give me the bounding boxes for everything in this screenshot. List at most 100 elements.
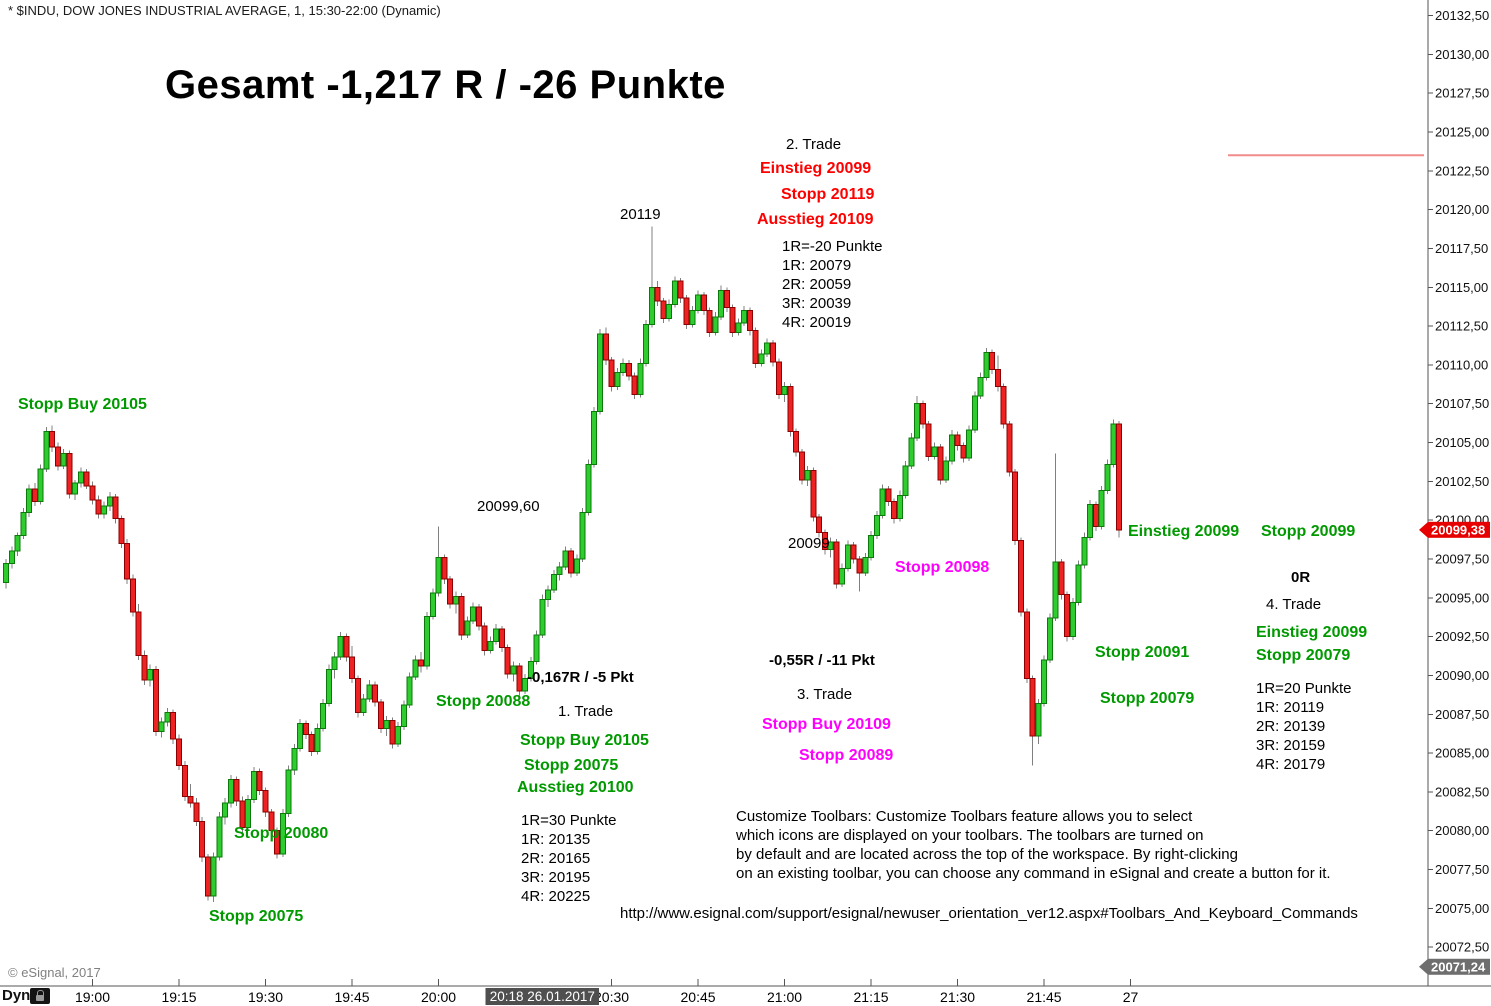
trade1-title: 1. Trade <box>558 703 614 720</box>
price-tags: 20099,38 20071,24 <box>1419 521 1490 975</box>
svg-text:20075,00: 20075,00 <box>1435 901 1489 916</box>
trade2-title: 2. Trade <box>786 136 842 153</box>
high-label-20119: 20119 <box>620 206 661 223</box>
trade1-3r: 3R: 20195 <box>521 869 591 886</box>
trade4-1r: 1R: 20119 <box>1256 699 1325 716</box>
trade2-1r: 1R: 20079 <box>782 257 852 274</box>
svg-text:20:18 26.01.2017: 20:18 26.01.2017 <box>490 989 595 1004</box>
trade2-einstieg: Einstieg 20099 <box>760 160 872 177</box>
svg-text:20102,50: 20102,50 <box>1435 474 1489 489</box>
svg-text:20110,00: 20110,00 <box>1435 357 1488 372</box>
trade1-r-def: 1R=30 Punkte <box>521 812 617 829</box>
trade4-result: 0R <box>1291 569 1311 586</box>
trade1-4r: 4R: 20225 <box>521 888 591 905</box>
stopp-buy-20105-left: Stopp Buy 20105 <box>18 396 147 413</box>
stopp-20075: Stopp 20075 <box>209 908 304 925</box>
svg-text:20112,50: 20112,50 <box>1435 319 1488 334</box>
price-label-20099-60: 20099,60 <box>477 498 540 515</box>
trade4-title: 4. Trade <box>1266 596 1322 613</box>
trade4-einstieg-top: Einstieg 20099 <box>1128 523 1240 540</box>
symbol-title: * $INDU, DOW JONES INDUSTRIAL AVERAGE, 1… <box>8 3 441 18</box>
trade4-einstieg: Einstieg 20099 <box>1256 624 1368 641</box>
svg-text:20:30: 20:30 <box>594 989 629 1005</box>
stopp-20080: Stopp 20080 <box>234 825 329 842</box>
stopp-20079: Stopp 20079 <box>1100 690 1195 707</box>
trade4-stopp: Stopp 20079 <box>1256 647 1351 664</box>
lock-icon[interactable] <box>30 988 50 1004</box>
stopp-20098: Stopp 20098 <box>895 559 990 576</box>
lock-body <box>36 995 44 1001</box>
trade2-stopp: Stopp 20119 <box>781 186 875 203</box>
svg-text:20132,50: 20132,50 <box>1435 8 1489 23</box>
toolbars-help-line4: on an existing toolbar, you can choose a… <box>736 865 1331 882</box>
svg-text:20125,00: 20125,00 <box>1435 124 1489 139</box>
time-axis[interactable]: 19:00 19:15 19:30 19:45 20:00 20:30 20:45 21:00… <box>0 979 1491 1005</box>
trade1-1r: 1R: 20135 <box>521 831 591 848</box>
svg-text:21:45: 21:45 <box>1027 989 1062 1005</box>
trade2-ausstieg: Ausstieg 20109 <box>757 211 874 228</box>
svg-text:20107,50: 20107,50 <box>1435 396 1489 411</box>
svg-text:20:45: 20:45 <box>681 989 716 1005</box>
toolbars-help-line2: which icons are displayed on your toolba… <box>736 827 1204 844</box>
candles-layer <box>3 226 1123 903</box>
trade2-3r: 3R: 20039 <box>782 295 852 312</box>
svg-text:20082,50: 20082,50 <box>1435 784 1489 799</box>
svg-text:20099,38: 20099,38 <box>1431 522 1485 537</box>
svg-text:20117,50: 20117,50 <box>1435 241 1488 256</box>
dyn-button[interactable]: Dyn <box>2 987 31 1004</box>
trade3-title: 3. Trade <box>797 686 853 703</box>
svg-text:21:00: 21:00 <box>767 989 802 1005</box>
svg-text:20071,24: 20071,24 <box>1431 959 1486 974</box>
svg-text:20090,00: 20090,00 <box>1435 668 1489 683</box>
svg-text:20115,00: 20115,00 <box>1435 280 1488 295</box>
svg-text:20097,50: 20097,50 <box>1435 552 1489 567</box>
svg-text:20:00: 20:00 <box>421 989 456 1005</box>
svg-text:20095,00: 20095,00 <box>1435 590 1489 605</box>
trade1-result: -0,167R / -5 Pkt <box>527 669 634 686</box>
trade2-2r: 2R: 20059 <box>782 276 852 293</box>
trade4-4r: 4R: 20179 <box>1256 756 1326 773</box>
svg-text:19:45: 19:45 <box>334 989 369 1005</box>
lock-shackle <box>37 990 44 996</box>
svg-text:20080,00: 20080,00 <box>1435 823 1489 838</box>
price-axis[interactable]: 20132,50 20130,00 20127,50 20125,00 20122,50… <box>1427 0 1489 986</box>
summary-title: Gesamt -1,217 R / -26 Punkte <box>165 63 726 107</box>
svg-text:21:30: 21:30 <box>940 989 975 1005</box>
trade1-2r: 2R: 20165 <box>521 850 591 867</box>
trade3-stopp-buy: Stopp Buy 20109 <box>762 716 891 733</box>
svg-text:20130,00: 20130,00 <box>1435 47 1489 62</box>
svg-text:20085,00: 20085,00 <box>1435 746 1489 761</box>
svg-text:19:30: 19:30 <box>248 989 283 1005</box>
trade3-stopp: Stopp 20089 <box>799 747 894 764</box>
price-label-20099: 20099 <box>788 535 830 552</box>
copyright: © eSignal, 2017 <box>8 965 101 980</box>
trade3-result: -0,55R / -11 Pkt <box>769 652 875 669</box>
trade4-r-def: 1R=20 Punkte <box>1256 680 1352 697</box>
stopp-20088: Stopp 20088 <box>436 693 531 710</box>
toolbars-help-line1: Customize Toolbars: Customize Toolbars f… <box>736 808 1193 825</box>
trade2-r-def: 1R=-20 Punkte <box>782 238 883 255</box>
svg-text:20092,50: 20092,50 <box>1435 629 1489 644</box>
svg-text:20087,50: 20087,50 <box>1435 707 1489 722</box>
svg-text:19:00: 19:00 <box>75 989 110 1005</box>
svg-text:20105,00: 20105,00 <box>1435 435 1489 450</box>
trade4-3r: 3R: 20159 <box>1256 737 1326 754</box>
svg-text:20122,50: 20122,50 <box>1435 163 1489 178</box>
trade1-ausstieg: Ausstieg 20100 <box>517 779 634 796</box>
svg-text:20077,50: 20077,50 <box>1435 862 1489 877</box>
svg-text:27: 27 <box>1123 989 1139 1005</box>
svg-text:20120,00: 20120,00 <box>1435 202 1489 217</box>
svg-text:21:15: 21:15 <box>854 989 889 1005</box>
toolbars-help-url: http://www.esignal.com/support/esignal/n… <box>620 905 1358 922</box>
trade1-stopp: Stopp 20075 <box>524 757 619 774</box>
trade2-4r: 4R: 20019 <box>782 314 852 331</box>
stopp-20091: Stopp 20091 <box>1095 644 1190 661</box>
trade4-2r: 2R: 20139 <box>1256 718 1326 735</box>
svg-text:20072,50: 20072,50 <box>1435 940 1489 955</box>
svg-text:19:15: 19:15 <box>161 989 196 1005</box>
trade1-stopp-buy: Stopp Buy 20105 <box>520 732 649 749</box>
svg-text:20127,50: 20127,50 <box>1435 86 1489 101</box>
trade4-stopp-top: Stopp 20099 <box>1261 523 1356 540</box>
